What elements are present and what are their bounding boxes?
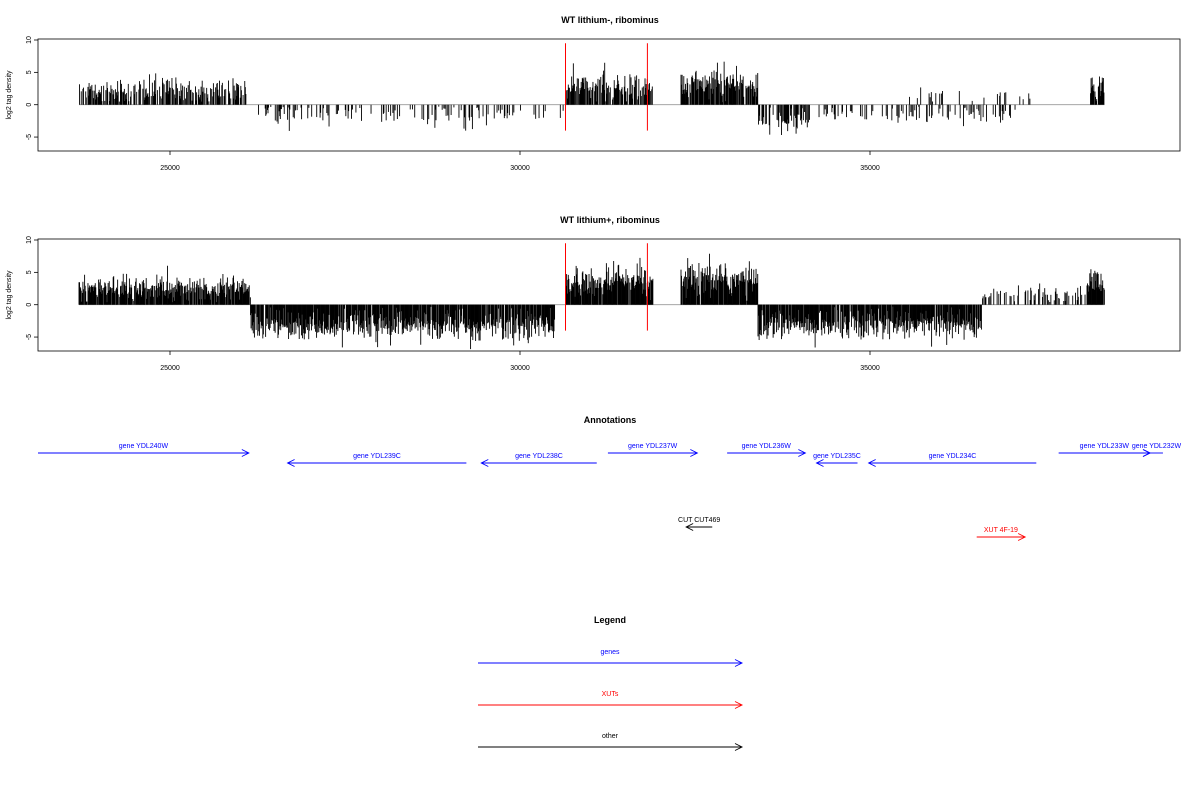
annotation-gene: gene YDL235C xyxy=(813,453,861,467)
legend-title: Legend xyxy=(594,615,626,625)
annotation-features: gene YDL240W gene YDL239C gene YDL238C gene… xyxy=(38,443,1182,541)
x-tick-label: 35000 xyxy=(860,365,880,372)
arrow-head-icon xyxy=(1017,533,1027,541)
legend-item-xut: XUTs xyxy=(478,691,744,709)
legend: Legend genes XUTs other xyxy=(478,615,744,751)
annotations-title: Annotations xyxy=(584,415,637,425)
y-tick-label: 5 xyxy=(26,270,33,274)
annotation-gene: gene YDL232W xyxy=(1132,443,1182,457)
y-tick-label: 5 xyxy=(26,70,33,74)
arrow-head-icon xyxy=(286,459,295,467)
panel-2-title: WT lithium+, ribominus xyxy=(560,215,660,225)
annotation-gene: gene YDL237W xyxy=(607,443,699,457)
arrow-head-icon xyxy=(867,459,876,467)
annotation-gene: gene YDL240W xyxy=(38,443,250,457)
plot-frame xyxy=(37,238,1181,352)
plot-frame xyxy=(37,38,1181,152)
annotation-label: CUT CUT469 xyxy=(678,517,720,524)
arrow-head-icon xyxy=(798,449,807,457)
panel-lithium-plus: WT lithium+, ribominus log2 tag density … xyxy=(6,215,1181,372)
annotation-xut: XUT 4F-19 xyxy=(976,527,1027,541)
panel-2-y-axis-label: log2 tag density xyxy=(6,270,13,320)
annotation-label: gene YDL239C xyxy=(353,453,401,460)
panel-1-axes: 10 5 0 -5 25000 30000 35000 xyxy=(26,36,1181,172)
x-tick-label: 30000 xyxy=(510,165,530,172)
y-tick-label: 10 xyxy=(26,36,33,44)
x-tick-label: 35000 xyxy=(860,165,880,172)
y-tick-label: -5 xyxy=(26,334,33,340)
annotation-label: gene YDL235C xyxy=(813,453,861,460)
y-tick-label: 10 xyxy=(26,236,33,244)
legend-arrow-head-icon xyxy=(734,701,744,709)
annotation-label: gene YDL240W xyxy=(119,443,169,450)
panel-1-bars xyxy=(79,43,1105,136)
legend-label: other xyxy=(602,733,619,740)
panel-1-y-axis-label: log2 tag density xyxy=(6,70,13,120)
panel-lithium-minus: WT lithium-, ribominus log2 tag density … xyxy=(6,15,1181,172)
annotation-label: gene YDL237W xyxy=(628,443,678,450)
annotation-label: XUT 4F-19 xyxy=(984,527,1018,534)
y-tick-label: 0 xyxy=(26,103,33,107)
legend-item-gene: genes xyxy=(478,649,744,667)
x-tick-label: 25000 xyxy=(160,165,180,172)
annotation-label: gene YDL238C xyxy=(515,453,563,460)
legend-item-other: other xyxy=(478,733,744,751)
panel-2-bars xyxy=(78,243,1105,350)
arrow-head-icon xyxy=(480,459,489,467)
annotation-label: gene YDL233W xyxy=(1080,443,1130,450)
annotation-gene: gene YDL236W xyxy=(727,443,807,457)
panel-1-title: WT lithium-, ribominus xyxy=(561,15,659,25)
legend-label: genes xyxy=(600,649,620,656)
annotation-label: gene YDL236W xyxy=(742,443,792,450)
annotation-label: gene YDL234C xyxy=(929,453,977,460)
annotation-other: CUT CUT469 xyxy=(678,517,720,531)
arrow-head-icon xyxy=(815,459,824,467)
arrow-head-icon xyxy=(241,449,250,457)
panel-2-axes: 10 5 0 -5 25000 30000 35000 xyxy=(26,236,1181,372)
legend-arrow-head-icon xyxy=(734,743,744,751)
annotation-gene: gene YDL234C xyxy=(867,453,1037,467)
annotation-label: gene YDL232W xyxy=(1132,443,1182,450)
legend-label: XUTs xyxy=(602,691,619,698)
arrow-head-icon xyxy=(685,523,694,531)
y-tick-label: 0 xyxy=(26,303,33,307)
x-tick-label: 30000 xyxy=(510,365,530,372)
y-tick-label: -5 xyxy=(26,134,33,140)
legend-arrow-head-icon xyxy=(734,659,744,667)
x-tick-label: 25000 xyxy=(160,365,180,372)
annotation-gene: gene YDL238C xyxy=(480,453,597,467)
legend-items: genes XUTs other xyxy=(478,649,744,751)
annotation-gene: gene YDL239C xyxy=(286,453,467,467)
arrow-head-icon xyxy=(1142,449,1152,457)
arrow-head-icon xyxy=(690,449,699,457)
